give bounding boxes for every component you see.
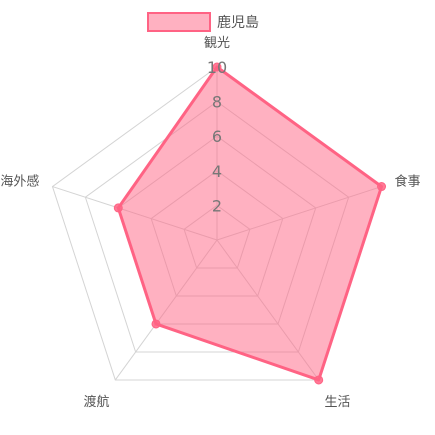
data-point[interactable] bbox=[377, 182, 387, 192]
axis-label: 海外感 bbox=[0, 173, 39, 189]
data-point[interactable] bbox=[151, 319, 161, 329]
data-point[interactable] bbox=[113, 203, 123, 213]
tick-label: 8 bbox=[212, 93, 222, 112]
legend-label: 鹿児島 bbox=[217, 14, 259, 31]
data-point[interactable] bbox=[314, 375, 324, 385]
tick-layer: 2 4 6 8 10 bbox=[207, 58, 227, 215]
axis-label: 生活 bbox=[324, 395, 350, 410]
axis-label: 観光 bbox=[204, 36, 230, 51]
series-layer bbox=[113, 62, 387, 385]
tick-label: 10 bbox=[207, 58, 227, 77]
legend[interactable]: 鹿児島 bbox=[147, 12, 259, 32]
legend-swatch bbox=[147, 12, 211, 32]
series-area bbox=[116, 65, 384, 382]
axis-label: 渡航 bbox=[84, 394, 110, 410]
data-point[interactable] bbox=[212, 62, 222, 72]
tick-label: 4 bbox=[212, 162, 222, 181]
tick-label: 6 bbox=[212, 127, 222, 146]
tick-label: 2 bbox=[212, 196, 222, 215]
axis-label: 食事 bbox=[395, 173, 421, 189]
